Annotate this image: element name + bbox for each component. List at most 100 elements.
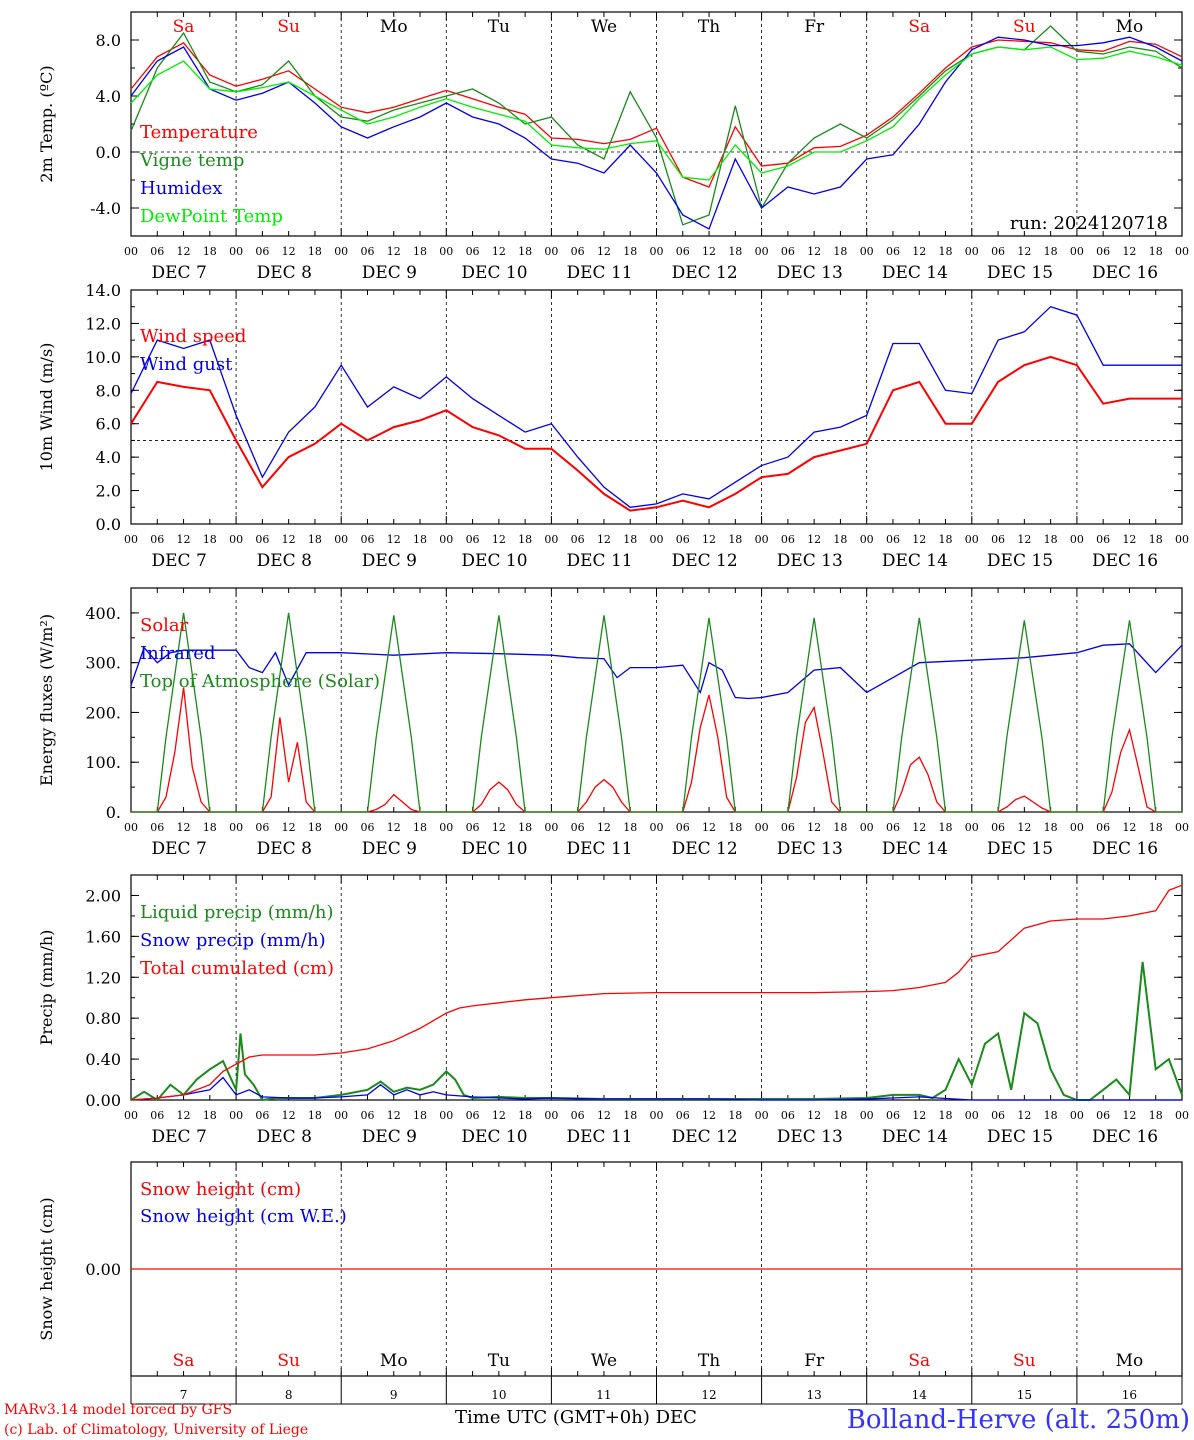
legend-entry: Snow height (cm W.E.): [140, 1206, 347, 1227]
y-tick-label: 300.: [85, 654, 121, 673]
hour-label: 12: [282, 821, 296, 834]
hour-label: 00: [334, 245, 348, 258]
hour-label: 06: [676, 821, 690, 834]
day-abbr: Mo: [1116, 17, 1144, 37]
hour-label: 00: [439, 1109, 453, 1122]
hour-label: 18: [833, 1109, 847, 1122]
series-line-wind-speed: [130, 355, 1182, 512]
hour-label: 18: [728, 1109, 742, 1122]
legend-entry: Liquid precip (mm/h): [140, 902, 334, 923]
hour-label: 06: [255, 821, 269, 834]
hour-label: 12: [282, 1109, 296, 1122]
y-tick-label: 100.: [85, 753, 121, 772]
hour-label: 12: [597, 1109, 611, 1122]
hour-label: 12: [492, 1109, 506, 1122]
hour-label: 12: [1122, 1109, 1136, 1122]
station-name: Bolland-Herve (alt. 250m): [847, 1405, 1190, 1435]
day-abbr: Sa: [173, 17, 195, 37]
legend-entry: Solar: [140, 615, 189, 636]
hour-label: 18: [939, 821, 953, 834]
y-tick-label: 200.: [85, 703, 121, 722]
hour-label: 00: [229, 245, 243, 258]
hour-label: 12: [1017, 245, 1031, 258]
hour-label: 06: [781, 533, 795, 546]
date-label: DEC 15: [987, 839, 1053, 859]
hour-label: 00: [124, 821, 138, 834]
hour-label: 06: [676, 1109, 690, 1122]
hour-label: 00: [229, 533, 243, 546]
hour-label: 12: [807, 245, 821, 258]
day-abbr: Su: [277, 1351, 300, 1371]
hour-label: 18: [1044, 533, 1058, 546]
hour-label: 18: [413, 1109, 427, 1122]
hour-label: 06: [886, 821, 900, 834]
hour-label: 18: [413, 245, 427, 258]
hour-label: 00: [1070, 533, 1084, 546]
date-label: DEC 15: [987, 1127, 1053, 1147]
hour-label: 18: [1044, 245, 1058, 258]
hour-label: 00: [1070, 1109, 1084, 1122]
hour-label: 12: [492, 245, 506, 258]
series-line-snow-precip-mm-h-: [130, 1076, 1182, 1101]
hour-label: 12: [282, 533, 296, 546]
date-label: DEC 14: [882, 263, 948, 283]
y-axis-label: 2m Temp. (ºC): [37, 65, 56, 182]
hour-label: 12: [597, 245, 611, 258]
hour-label: 12: [387, 821, 401, 834]
hour-label: 00: [544, 245, 558, 258]
hour-label: 18: [203, 245, 217, 258]
hour-label: 00: [965, 533, 979, 546]
hour-label: 06: [1096, 821, 1110, 834]
x-axis-label: Time UTC (GMT+0h) DEC: [455, 1407, 697, 1428]
hour-label: 12: [597, 533, 611, 546]
hour-label: 00: [544, 1109, 558, 1122]
hour-label: 12: [702, 533, 716, 546]
hour-label: 12: [177, 245, 191, 258]
day-abbr: Mo: [380, 17, 408, 37]
hour-label: 06: [360, 533, 374, 546]
hour-label: 18: [203, 1109, 217, 1122]
hour-label: 18: [833, 533, 847, 546]
day-abbr: Sa: [173, 1351, 195, 1371]
date-label: DEC 12: [672, 1127, 738, 1147]
date-label: DEC 12: [672, 839, 738, 859]
series-line-humidex: [130, 36, 1183, 230]
hour-label: 18: [518, 821, 532, 834]
hour-label: 00: [650, 1109, 664, 1122]
hour-label: 06: [991, 1109, 1005, 1122]
date-label: DEC 7: [152, 263, 207, 283]
day-abbr: We: [591, 17, 617, 37]
hour-label: 18: [203, 821, 217, 834]
date-label: DEC 14: [882, 1127, 948, 1147]
hour-label: 18: [833, 821, 847, 834]
hour-label: 00: [229, 821, 243, 834]
hour-label: 06: [991, 533, 1005, 546]
y-tick-label: -4.0: [90, 199, 121, 218]
day-abbr: Th: [698, 1351, 720, 1371]
hour-label: 06: [360, 245, 374, 258]
date-label: DEC 16: [1092, 551, 1158, 571]
hour-label: 18: [833, 245, 847, 258]
date-label: DEC 16: [1092, 839, 1158, 859]
hour-label: 12: [1017, 821, 1031, 834]
hour-label: 18: [1044, 1109, 1058, 1122]
y-tick-label: 4.0: [96, 87, 121, 106]
hour-label: 00: [1070, 245, 1084, 258]
y-tick-label: 1.60: [85, 927, 121, 946]
hour-label: 18: [623, 821, 637, 834]
hour-label: 12: [912, 821, 926, 834]
day-abbr: Su: [277, 17, 300, 37]
hour-label: 06: [571, 245, 585, 258]
date-label: DEC 11: [567, 551, 633, 571]
hour-label: 06: [255, 1109, 269, 1122]
legend-entry: Infrared: [140, 643, 215, 664]
day-abbr: Su: [1013, 1351, 1036, 1371]
day-number: 8: [285, 1388, 293, 1402]
panel-4: 0.00 0.40 0.80 1.20 1.60 2.00 Precip (mm/h) Liq…: [37, 874, 1189, 1147]
date-label: DEC 12: [672, 551, 738, 571]
hour-label: 00: [334, 821, 348, 834]
day-abbr: Tu: [488, 17, 510, 37]
hour-label: 12: [492, 821, 506, 834]
hour-label: 00: [439, 533, 453, 546]
